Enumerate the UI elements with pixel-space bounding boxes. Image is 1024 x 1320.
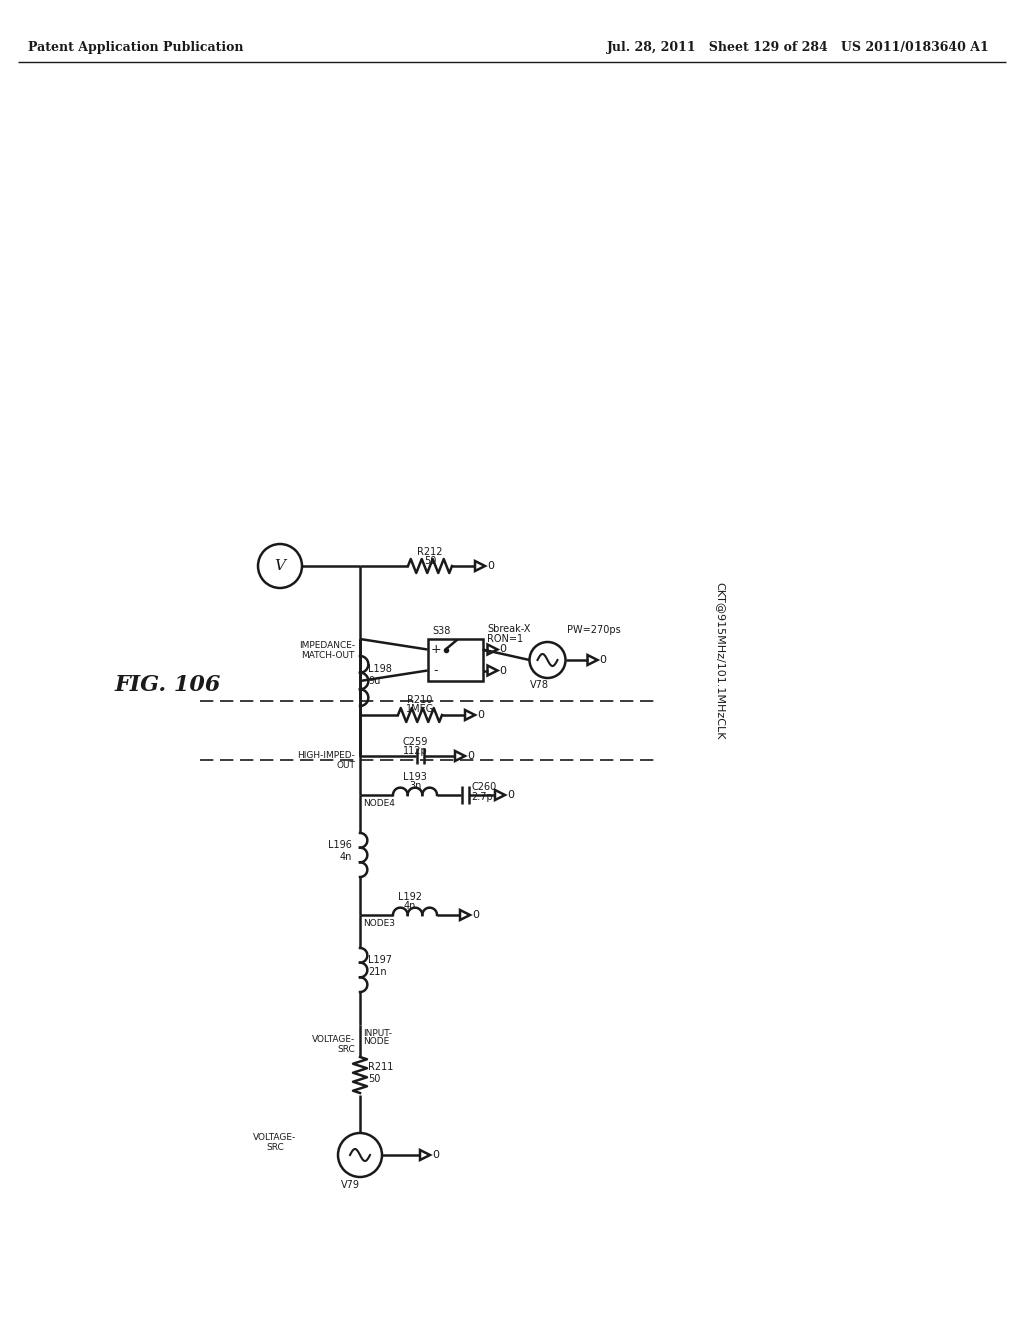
Text: VOLTAGE-: VOLTAGE- [253,1133,297,1142]
Text: 0: 0 [472,909,479,920]
Text: -: - [433,664,437,677]
Text: 0: 0 [599,655,606,665]
Text: 0: 0 [477,710,484,719]
Text: CKT@915MHz/101.1MHzCLK: CKT@915MHz/101.1MHzCLK [715,582,725,739]
Text: V79: V79 [341,1180,359,1191]
Bar [427,639,482,681]
Text: Jul. 28, 2011   Sheet 129 of 284   US 2011/0183640 A1: Jul. 28, 2011 Sheet 129 of 284 US 2011/0… [607,41,990,54]
Text: 50: 50 [368,1074,380,1084]
Text: 9u: 9u [368,676,380,686]
Text: NODE3: NODE3 [362,919,395,928]
Text: R211: R211 [368,1063,393,1072]
Text: HIGH-IMPED-: HIGH-IMPED- [297,751,355,760]
Text: C259: C259 [402,737,428,747]
Text: 2.7p: 2.7p [471,792,493,803]
Text: 0: 0 [432,1150,439,1160]
Text: SRC: SRC [266,1143,284,1151]
Text: L196: L196 [328,840,352,850]
Text: +: + [430,643,440,656]
Text: 0: 0 [500,644,507,655]
Text: 0: 0 [500,665,507,676]
Text: 3n: 3n [409,781,421,791]
Text: IMPEDANCE-: IMPEDANCE- [299,642,355,651]
Text: L193: L193 [403,772,427,781]
Text: MATCH-OUT: MATCH-OUT [302,651,355,660]
Text: 50: 50 [424,556,436,566]
Text: SRC: SRC [337,1045,355,1055]
Text: OUT: OUT [336,760,355,770]
Text: V78: V78 [530,680,549,690]
Text: 0: 0 [467,751,474,762]
Text: 112p: 112p [402,746,427,756]
Text: L192: L192 [398,892,422,902]
Text: 21n: 21n [368,968,387,977]
Text: FIG. 106: FIG. 106 [115,675,221,696]
Text: Sbreak-X: Sbreak-X [487,624,530,634]
Text: NODE: NODE [362,1038,389,1047]
Text: 0: 0 [487,561,494,572]
Text: Patent Application Publication: Patent Application Publication [28,41,244,54]
Text: NODE4: NODE4 [362,799,395,808]
Text: C260: C260 [471,781,497,792]
Text: V: V [274,558,286,573]
Text: 4n: 4n [403,902,416,911]
Text: R210: R210 [408,696,433,705]
Text: INPUT-: INPUT- [362,1028,392,1038]
Text: 4n: 4n [340,851,352,862]
Text: L197: L197 [368,954,392,965]
Text: L198: L198 [368,664,392,675]
Text: VOLTAGE-: VOLTAGE- [311,1035,355,1044]
Text: 0: 0 [507,789,514,800]
Text: PW=270ps: PW=270ps [567,624,622,635]
Text: S38: S38 [432,626,451,636]
Text: 1MEG: 1MEG [406,704,434,714]
Text: R212: R212 [417,546,442,557]
Text: RON=1: RON=1 [487,634,523,644]
